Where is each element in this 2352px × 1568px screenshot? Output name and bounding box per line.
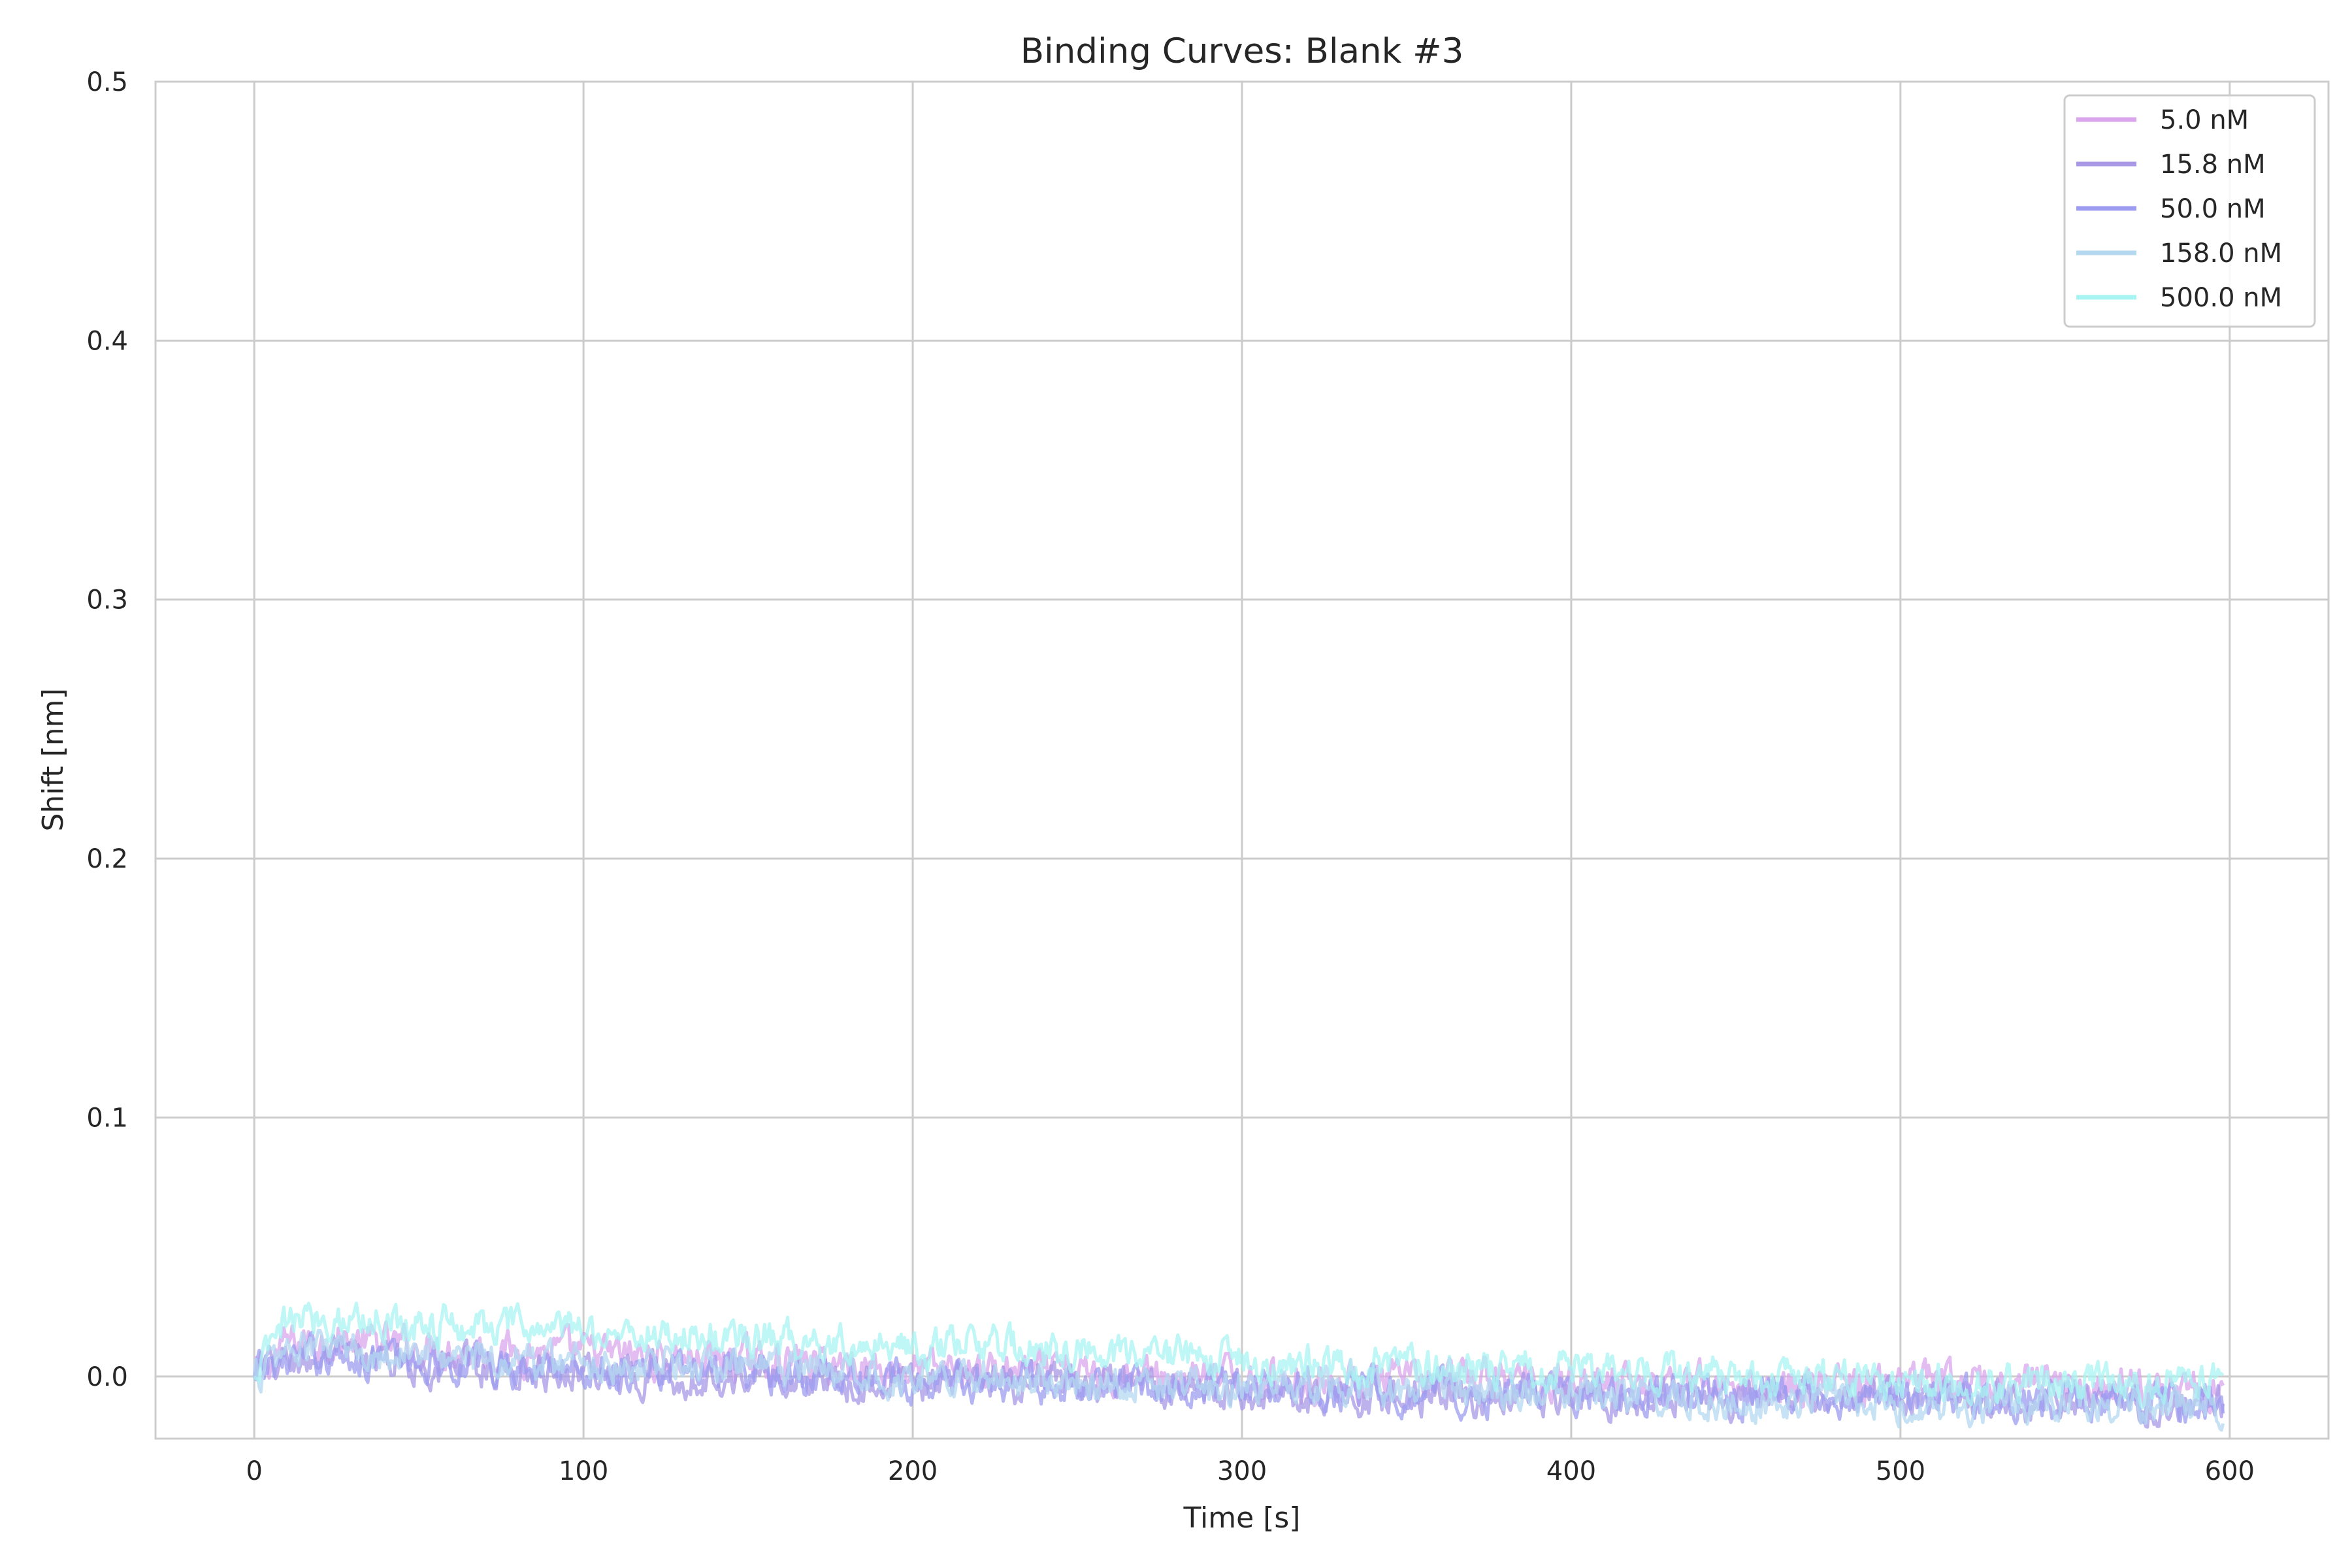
legend-label: 15.8 nM	[2160, 150, 2266, 180]
series-line	[253, 1301, 2225, 1410]
x-tick-label: 200	[888, 1456, 938, 1486]
plot-frame	[154, 80, 2330, 1440]
legend-entries: 5.0 nM 15.8 nM 50.0 nM 158.0 nM 500.0 nM	[2076, 105, 2282, 313]
legend-label: 158.0 nM	[2160, 238, 2282, 269]
x-tick-label: 400	[1546, 1456, 1596, 1486]
y-tick-label: 0.3	[86, 585, 128, 615]
x-axis-label: Time [s]	[1183, 1501, 1301, 1535]
legend-label: 5.0 nM	[2160, 105, 2249, 135]
y-tick-label: 0.1	[86, 1103, 128, 1133]
y-tick-label: 0.2	[86, 844, 128, 874]
series-line	[252, 1328, 2225, 1432]
x-axis-ticks: 0 100 200 300 400 500 600	[246, 1456, 2255, 1486]
y-axis-label: Shift [nm]	[37, 688, 70, 831]
plot-area	[252, 1301, 2225, 1432]
x-tick-label: 500	[1876, 1456, 1925, 1486]
y-axis-ticks: 0.0 0.1 0.2 0.3 0.4 0.5	[86, 67, 128, 1392]
y-tick-label: 0.4	[86, 326, 128, 356]
chart-title: Binding Curves: Blank #3	[1021, 31, 1464, 71]
x-tick-label: 600	[2205, 1456, 2255, 1486]
x-tick-label: 0	[246, 1456, 262, 1486]
y-tick-label: 0.5	[86, 67, 128, 97]
x-tick-label: 100	[559, 1456, 608, 1486]
legend-label: 50.0 nM	[2160, 194, 2266, 224]
legend-label: 500.0 nM	[2160, 283, 2282, 313]
legend: 5.0 nM 15.8 nM 50.0 nM 158.0 nM 500.0 nM	[2063, 94, 2316, 328]
y-tick-label: 0.0	[86, 1362, 128, 1392]
x-tick-label: 300	[1217, 1456, 1267, 1486]
legend-box	[2063, 94, 2316, 328]
